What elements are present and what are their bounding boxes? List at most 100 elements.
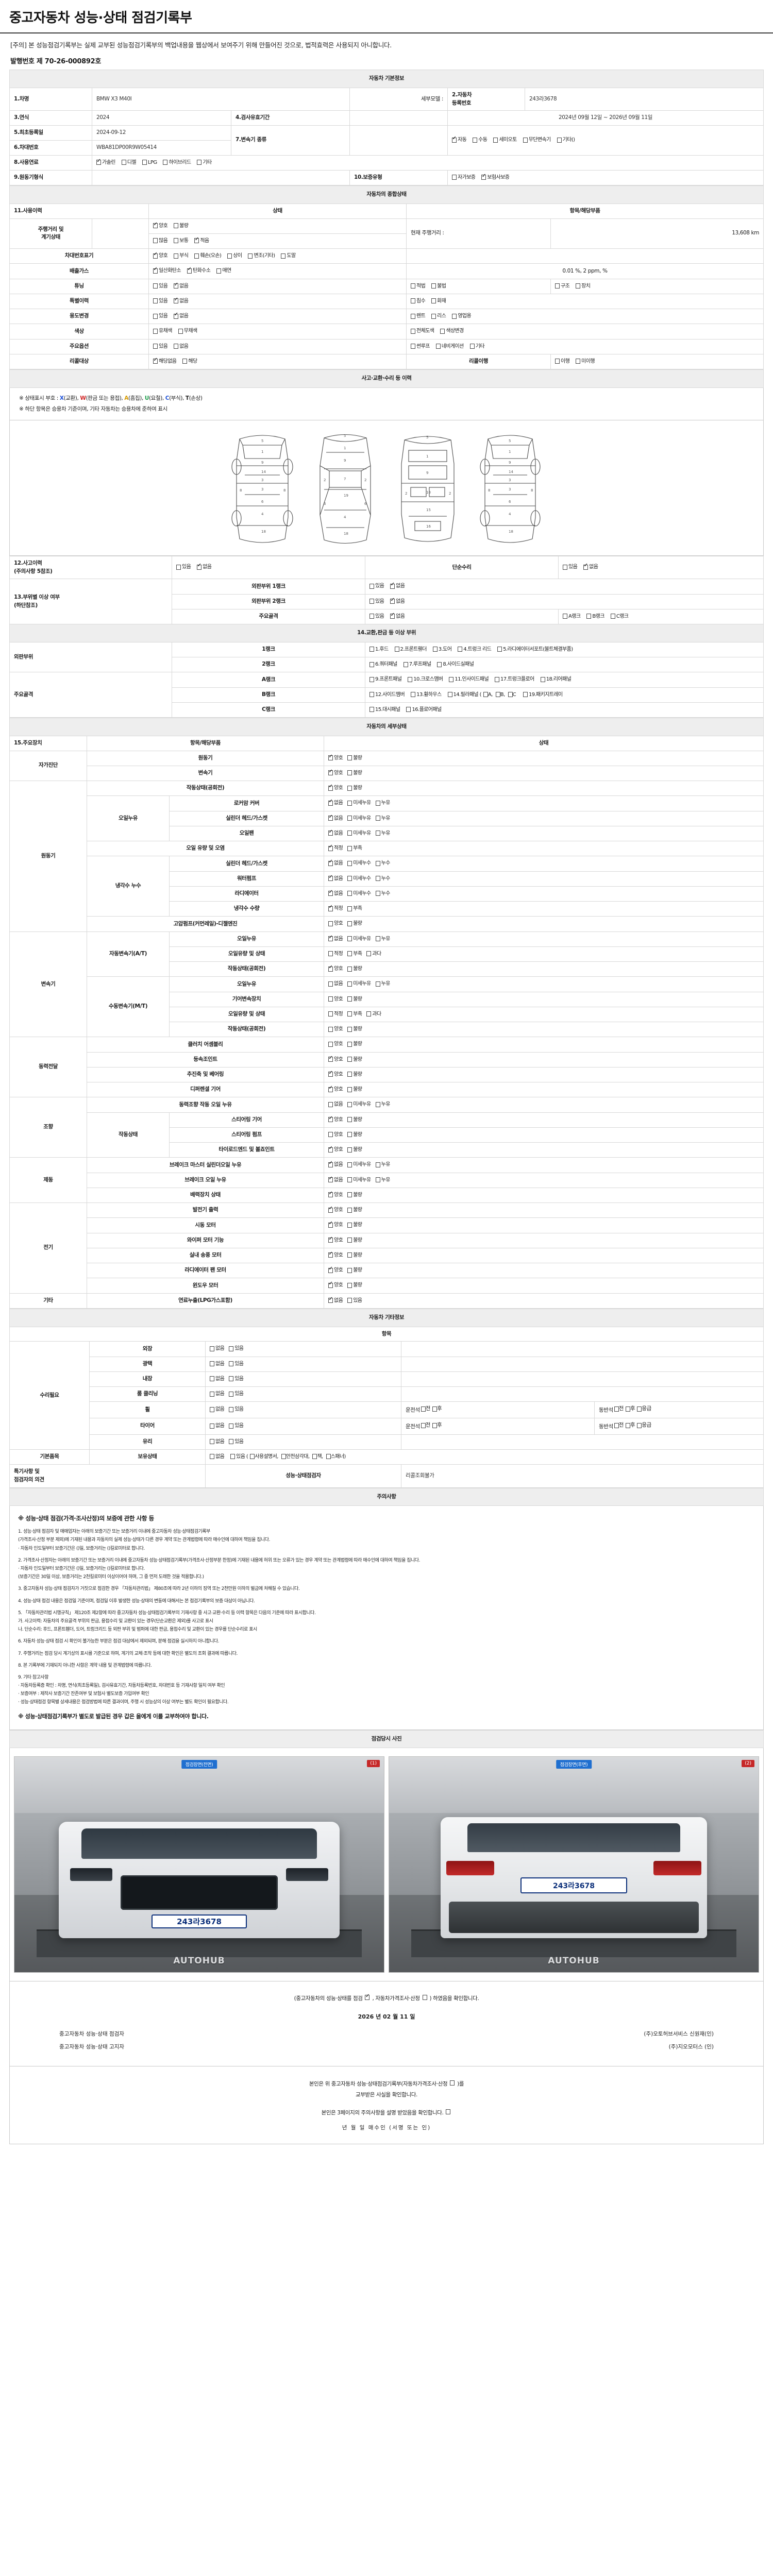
checkbox-브레이크-마스터-실린더오일-누유-누유[interactable]: 누유 bbox=[375, 1161, 390, 1168]
checkbox-작동상태-공회전-불량[interactable]: 불량 bbox=[347, 965, 362, 973]
checkbox-오일팬-누유[interactable]: 누유 bbox=[375, 829, 390, 837]
checkbox-기어변속장치-불량[interactable]: 불량 bbox=[347, 995, 362, 1003]
checkbox-recall-done[interactable]: 이행 bbox=[555, 358, 570, 365]
checkbox-emission-hc[interactable]: 탄화수소 bbox=[187, 267, 211, 275]
checkbox-performance-check[interactable] bbox=[365, 1994, 370, 2001]
checkbox-오일누유-누유[interactable]: 누유 bbox=[375, 935, 390, 943]
checkbox-스티어링-기어-불량[interactable]: 불량 bbox=[347, 1116, 362, 1124]
checkbox-휠-passenger-응급[interactable]: 응급 bbox=[637, 1405, 651, 1413]
checkbox-배력장치-상태-양호[interactable]: 양호 bbox=[328, 1191, 343, 1199]
checkbox-워터펌프-누수[interactable]: 누수 bbox=[375, 875, 390, 883]
checkbox-mileage-normal[interactable]: 보통 bbox=[174, 237, 189, 245]
checkbox-frame-rank-a[interactable]: A랭크 bbox=[563, 613, 581, 620]
checkbox-등속조인트-양호[interactable]: 양호 bbox=[328, 1056, 343, 1063]
checkbox-와이퍼-모터-기능-불량[interactable]: 불량 bbox=[347, 1236, 362, 1244]
checkbox-로커암-커버-미세누유[interactable]: 미세누유 bbox=[347, 799, 371, 807]
checkbox-휠-있음[interactable]: 있음 bbox=[229, 1405, 244, 1413]
checkbox-transmission-auto[interactable]: 자동 bbox=[452, 136, 467, 144]
checkbox-타이어-passenger-응급[interactable]: 응급 bbox=[637, 1421, 651, 1430]
checkbox-transmission-cvt[interactable]: 무단변속기 bbox=[523, 136, 551, 144]
checkbox-outer1-yes[interactable]: 있음 bbox=[369, 582, 384, 590]
checkbox-recall-applicable[interactable]: 해당 bbox=[182, 358, 197, 365]
checkbox-part-cross-member[interactable]: 10.크로스맴버 bbox=[408, 675, 443, 683]
checkbox-작동상태-공회전-양호[interactable]: 양호 bbox=[328, 1025, 343, 1033]
checkbox-시동-모터-양호[interactable]: 양호 bbox=[328, 1221, 343, 1229]
checkbox-mileage-few[interactable]: 적음 bbox=[194, 237, 209, 245]
checkbox-윈도우-모터-양호[interactable]: 양호 bbox=[328, 1281, 343, 1289]
checkbox-options-yes[interactable]: 있음 bbox=[153, 343, 168, 350]
checkbox-safety-triangle[interactable]: 안전삼각대, bbox=[281, 1453, 310, 1461]
checkbox-buyer-price-survey[interactable] bbox=[450, 2080, 455, 2086]
checkbox-frame-rank-b[interactable]: B랭크 bbox=[586, 613, 604, 620]
checkbox-fuel-diesel[interactable]: 디젤 bbox=[121, 159, 137, 166]
checkbox-buyer-explained[interactable] bbox=[446, 2109, 451, 2115]
checkbox-발전기-출력-불량[interactable]: 불량 bbox=[347, 1206, 362, 1214]
checkbox-fuel-gasoline[interactable]: 가솔린 bbox=[96, 159, 115, 166]
checkbox-simple-repair-no[interactable]: 없음 bbox=[583, 563, 598, 571]
checkbox-color-changed[interactable]: 색상변경 bbox=[440, 327, 464, 335]
checkbox-emission-co[interactable]: 일산화탄소 bbox=[153, 267, 181, 275]
checkbox-타이어-driver-후[interactable]: 후 bbox=[432, 1421, 442, 1430]
checkbox-tuning-yes[interactable]: 있음 bbox=[153, 282, 168, 290]
checkbox-라디에이터-누수[interactable]: 누수 bbox=[375, 890, 390, 897]
checkbox-내장-있음[interactable]: 있음 bbox=[229, 1375, 244, 1383]
checkbox-외장-있음[interactable]: 있음 bbox=[229, 1345, 244, 1352]
checkbox-part-quarter-panel[interactable]: 6.쿼터패널 bbox=[369, 660, 397, 668]
checkbox-part-front-panel[interactable]: 9.프론트패널 bbox=[369, 675, 402, 683]
checkbox-tuning-illegal[interactable]: 불법 bbox=[431, 282, 446, 290]
checkbox-오일누유-미세누유[interactable]: 미세누유 bbox=[347, 935, 371, 943]
checkbox-accident-no[interactable]: 없음 bbox=[197, 563, 212, 571]
checkbox-외장-없음[interactable]: 없음 bbox=[210, 1345, 225, 1352]
checkbox-타이로드엔드-및-볼죠인트-불량[interactable]: 불량 bbox=[347, 1146, 362, 1154]
checkbox-outer2-no[interactable]: 없음 bbox=[390, 598, 405, 605]
checkbox-simple-repair-yes[interactable]: 있음 bbox=[563, 563, 578, 571]
checkbox-실린더-헤드-가스켓-누유[interactable]: 누유 bbox=[375, 815, 390, 822]
checkbox-part-wheel-house[interactable]: 13.휠하우스 bbox=[411, 691, 442, 699]
checkbox-고압펌프-커먼레일-디젤엔진-불량[interactable]: 불량 bbox=[347, 920, 362, 927]
checkbox-유리-없음[interactable]: 없음 bbox=[210, 1438, 225, 1446]
checkbox-transmission-other[interactable]: 기타() bbox=[557, 136, 575, 144]
checkbox-시동-모터-불량[interactable]: 불량 bbox=[347, 1221, 362, 1229]
checkbox-등속조인트-불량[interactable]: 불량 bbox=[347, 1056, 362, 1063]
checkbox-vin-painted[interactable]: 도말 bbox=[281, 252, 296, 260]
checkbox-실린더-헤드-가스켓-누수[interactable]: 누수 bbox=[375, 859, 390, 867]
checkbox-vin-corrosion[interactable]: 부식 bbox=[174, 252, 189, 260]
checkbox-원동기-양호[interactable]: 양호 bbox=[328, 754, 343, 762]
checkbox-fuel-other[interactable]: 기타 bbox=[197, 159, 212, 166]
checkbox-휠-driver-전[interactable]: 전 bbox=[421, 1405, 430, 1413]
checkbox-오일유량-및-상태-적정[interactable]: 적정 bbox=[328, 950, 343, 958]
checkbox-pillar-a[interactable]: A, bbox=[483, 691, 493, 699]
checkbox-frame-rank-c[interactable]: C랭크 bbox=[610, 613, 629, 620]
checkbox-tuning-legal[interactable]: 적법 bbox=[411, 282, 426, 290]
checkbox-로커암-커버-누유[interactable]: 누유 bbox=[375, 799, 390, 807]
checkbox-part-door[interactable]: 3.도어 bbox=[432, 646, 452, 653]
checkbox-실린더-헤드-가스켓-미세누수[interactable]: 미세누수 bbox=[347, 859, 371, 867]
checkbox-mileage-good[interactable]: 양호 bbox=[153, 222, 168, 230]
checkbox-스티어링-기어-양호[interactable]: 양호 bbox=[328, 1116, 343, 1124]
checkbox-오일-유량-및-오염-적정[interactable]: 적정 bbox=[328, 844, 343, 852]
checkbox-mileage-many[interactable]: 많음 bbox=[153, 237, 168, 245]
checkbox-part-side-sill-panel[interactable]: 8.사이드실패널 bbox=[437, 660, 474, 668]
checkbox-color-full-repaint[interactable]: 전체도색 bbox=[411, 327, 434, 335]
checkbox-part-radiator-support[interactable]: 5.라디에이터서포트(볼트체결부품) bbox=[497, 646, 573, 653]
checkbox-오일유량-및-상태-적정[interactable]: 적정 bbox=[328, 1010, 343, 1018]
checkbox-options-no[interactable]: 없음 bbox=[174, 343, 189, 350]
checkbox-클러치-어셈블리-불량[interactable]: 불량 bbox=[347, 1040, 362, 1048]
checkbox-outer2-yes[interactable]: 있음 bbox=[369, 598, 384, 605]
checkbox-원동기-불량[interactable]: 불량 bbox=[347, 754, 362, 762]
checkbox-룸-클리닝-있음[interactable]: 있음 bbox=[229, 1390, 244, 1398]
checkbox-frame-no[interactable]: 없음 bbox=[390, 613, 405, 620]
checkbox-part-hood[interactable]: 1.후드 bbox=[369, 646, 389, 653]
checkbox-유리-있음[interactable]: 있음 bbox=[229, 1438, 244, 1446]
checkbox-오일누유-없음[interactable]: 없음 bbox=[328, 935, 343, 943]
checkbox-타이어-driver-전[interactable]: 전 bbox=[421, 1421, 430, 1430]
checkbox-라디에이터-없음[interactable]: 없음 bbox=[328, 890, 343, 897]
checkbox-hold-none[interactable]: 없음 bbox=[210, 1453, 225, 1461]
checkbox-jack[interactable]: 잭, bbox=[312, 1453, 323, 1461]
checkbox-추진축-및-베어링-양호[interactable]: 양호 bbox=[328, 1071, 343, 1078]
checkbox-실내-송풍-모터-양호[interactable]: 양호 bbox=[328, 1251, 343, 1259]
checkbox-accident-yes[interactable]: 있음 bbox=[176, 563, 191, 571]
checkbox-냉각수-수량-적정[interactable]: 적정 bbox=[328, 905, 343, 912]
checkbox-연료누출-lpg가스포함-없음[interactable]: 없음 bbox=[328, 1297, 343, 1304]
checkbox-color-achromatic[interactable]: 무채색 bbox=[178, 327, 197, 335]
